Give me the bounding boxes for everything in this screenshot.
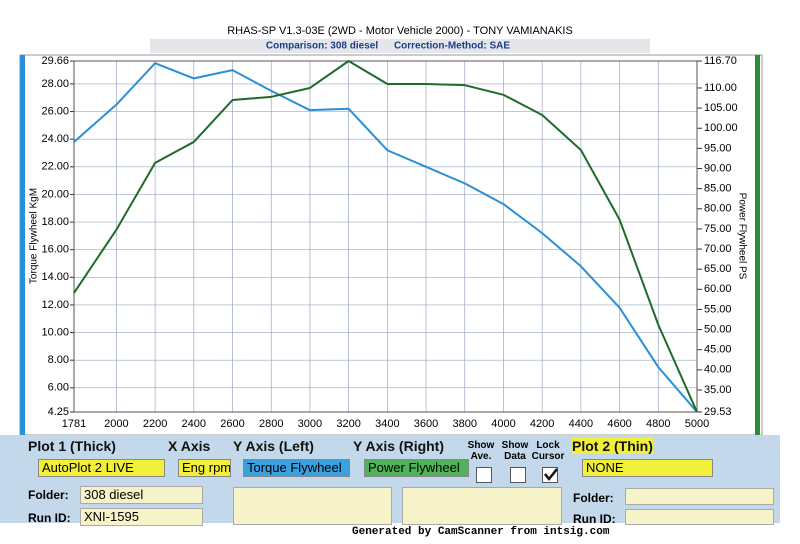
y-tick-label: 4.25 [48, 406, 69, 418]
series-line [73, 60, 698, 413]
lock-cursor-checkbox[interactable] [542, 467, 558, 483]
y2-tick-label: 110.00 [704, 82, 737, 94]
notes-box[interactable] [233, 487, 392, 525]
subtitle-strip [150, 39, 650, 53]
y2-tick-label: 40.00 [704, 364, 732, 376]
y-right-select[interactable]: Power Flywheel [364, 459, 469, 477]
plot2-select[interactable]: NONE [582, 459, 713, 477]
x-tick-label: 2800 [259, 418, 283, 430]
x-tick-label: 3000 [298, 418, 322, 430]
chart: RHAS-SP V1.3-03E (2WD - Motor Vehicle 20… [19, 25, 763, 435]
y2-tick-label: 95.00 [704, 142, 732, 154]
y-tick-label: 22.00 [41, 161, 69, 173]
y2-tick-label: 100.00 [704, 122, 738, 134]
y2-axis-title: Power Flywheel PS [736, 193, 747, 280]
x-tick-label: 2000 [104, 418, 128, 430]
folder-field[interactable]: 308 diesel [80, 486, 203, 504]
y-tick-label: 18.00 [41, 216, 69, 228]
x-tick-label: 5000 [685, 418, 709, 430]
folder2-field[interactable] [625, 488, 774, 505]
x-tick-label: 4400 [569, 418, 593, 430]
plot1-select[interactable]: AutoPlot 2 LIVE [38, 459, 165, 477]
y-left-header: Y Axis (Left) [233, 438, 314, 454]
y2-tick-label: 45.00 [704, 344, 732, 356]
y2-tick-label: 75.00 [704, 223, 732, 235]
series-line [73, 62, 698, 413]
show-ave-label: Show Ave. [467, 440, 495, 462]
show-data-checkbox[interactable] [510, 467, 526, 483]
run-id2-label: Run ID: [573, 512, 616, 526]
show-ave-checkbox[interactable] [476, 467, 492, 483]
chart-title: RHAS-SP V1.3-03E (2WD - Motor Vehicle 20… [227, 25, 573, 37]
folder-label: Folder: [28, 488, 69, 502]
folder2-label: Folder: [573, 491, 614, 505]
y-tick-label: 6.00 [48, 382, 69, 394]
x-tick-label: 3400 [375, 418, 399, 430]
y-tick-label: 16.00 [41, 244, 69, 256]
plot-border [73, 60, 698, 413]
y2-tick-label: 116.70 [704, 55, 737, 67]
x-axis-header: X Axis [168, 438, 211, 454]
notes-box[interactable] [402, 487, 562, 525]
x-tick-label: 3800 [453, 418, 477, 430]
run-id2-field[interactable] [625, 509, 774, 525]
left-axis-strip [20, 55, 25, 435]
x-tick-label: 4800 [646, 418, 670, 430]
show-data-label: Show Data [501, 440, 529, 462]
y-tick-label: 8.00 [48, 354, 69, 366]
y-tick-label: 24.00 [41, 133, 69, 145]
y2-tick-label: 105.00 [704, 102, 738, 114]
lock-cursor-label: Lock Cursor [531, 440, 565, 462]
footer: Generated by CamScanner from intsig.com [352, 526, 610, 538]
y-tick-label: 14.00 [41, 271, 69, 283]
x-tick-label: 2400 [182, 418, 206, 430]
plot1-header: Plot 1 (Thick) [28, 438, 116, 454]
y2-tick-label: 35.00 [704, 384, 732, 396]
y2-tick-label: 60.00 [704, 283, 732, 295]
run-id-label: Run ID: [28, 511, 71, 525]
x-tick-label: 2600 [220, 418, 244, 430]
y2-tick-label: 80.00 [704, 203, 732, 215]
x-tick-label: 3200 [336, 418, 360, 430]
x-tick-label: 1781 [62, 418, 86, 430]
right-axis-strip [755, 55, 760, 435]
chart-subtitle: Comparison: 308 diesel [266, 41, 378, 52]
y2-tick-label: 65.00 [704, 263, 732, 275]
x-tick-label: 4000 [491, 418, 515, 430]
y2-tick-label: 70.00 [704, 243, 732, 255]
x-tick-label: 4200 [530, 418, 554, 430]
y2-tick-label: 90.00 [704, 162, 732, 174]
x-tick-label: 4600 [607, 418, 631, 430]
y2-tick-label: 55.00 [704, 303, 732, 315]
y-tick-label: 20.00 [41, 188, 69, 200]
y-tick-label: 29.66 [41, 55, 69, 67]
y-tick-label: 10.00 [41, 326, 69, 338]
y-right-header: Y Axis (Right) [353, 438, 445, 454]
y2-tick-label: 29.53 [704, 406, 732, 418]
y-tick-label: 26.00 [41, 105, 69, 117]
y-left-select[interactable]: Torque Flywheel [243, 459, 350, 477]
y-tick-label: 12.00 [41, 299, 69, 311]
y2-tick-label: 85.00 [704, 183, 732, 195]
plot-frame [19, 54, 763, 435]
y-axis-title: Torque Flywheel KgM [29, 188, 40, 284]
chart-subtitle: Correction-Method: SAE [394, 41, 510, 52]
plot2-header: Plot 2 (Thin) [572, 438, 653, 454]
x-tick-label: 3600 [414, 418, 438, 430]
y2-tick-label: 50.00 [704, 323, 732, 335]
x-axis-select[interactable]: Eng rpm [178, 459, 231, 477]
run-id-field[interactable]: XNI-1595 [80, 508, 203, 526]
y-tick-label: 28.00 [41, 78, 69, 90]
x-tick-label: 2200 [143, 418, 167, 430]
